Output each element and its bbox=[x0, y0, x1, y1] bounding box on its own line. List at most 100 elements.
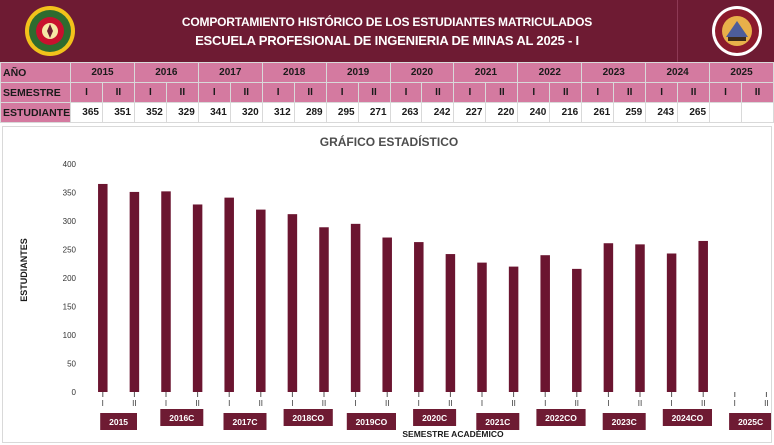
year-cell: 2021 bbox=[453, 62, 519, 83]
semester-cell: II bbox=[549, 82, 583, 103]
year-group-tag bbox=[223, 413, 267, 430]
x-tick-label: I bbox=[165, 399, 167, 408]
year-group-tag bbox=[662, 409, 712, 426]
year-cell: 2015 bbox=[70, 62, 135, 83]
x-axis-label: SEMESTRE ACADÉMICO bbox=[402, 429, 504, 439]
year-cell: 2023 bbox=[581, 62, 647, 83]
year-group-label: 2022CO bbox=[545, 413, 577, 423]
bar bbox=[666, 253, 677, 392]
year-group-label: 2021C bbox=[485, 417, 510, 427]
year-cell: 2020 bbox=[389, 62, 455, 83]
semester-cell: I bbox=[453, 82, 487, 103]
students-cell: 243 bbox=[645, 102, 679, 123]
semester-cell: II bbox=[101, 82, 135, 103]
x-tick-label: II bbox=[575, 399, 579, 408]
students-cell: 240 bbox=[517, 102, 551, 123]
semester-cell: I bbox=[517, 82, 551, 103]
year-group-label: 2018CO bbox=[292, 413, 324, 423]
semester-cell: I bbox=[261, 82, 295, 103]
year-cell: 2016 bbox=[133, 62, 199, 83]
x-tick-label: II bbox=[448, 399, 452, 408]
x-tick-label: II bbox=[511, 399, 515, 408]
students-cell: 295 bbox=[325, 102, 359, 123]
semester-cell: I bbox=[197, 82, 231, 103]
semester-cell: II bbox=[421, 82, 455, 103]
x-tick-label: I bbox=[228, 399, 230, 408]
semester-cell: II bbox=[293, 82, 327, 103]
bar bbox=[635, 244, 645, 392]
header-title-line-2: ESCUELA PROFESIONAL DE INGENIERIA DE MIN… bbox=[195, 33, 579, 48]
y-tick-label: 50 bbox=[67, 360, 76, 369]
semester-cell: II bbox=[613, 82, 647, 103]
students-cell: 263 bbox=[389, 102, 423, 123]
year-group-label: 2025C bbox=[738, 417, 763, 427]
semester-cell: II bbox=[357, 82, 391, 103]
bar bbox=[414, 242, 424, 392]
year-cell: 2025 bbox=[709, 62, 774, 83]
y-tick-label: 350 bbox=[63, 189, 77, 198]
year-group-tag bbox=[413, 409, 457, 426]
semester-cell: II bbox=[229, 82, 263, 103]
enrollment-table: AÑO 2015 2016 2017 2018 2019 2020 2021 2… bbox=[0, 62, 774, 123]
semester-cell: II bbox=[165, 82, 199, 103]
year-cell: 2018 bbox=[261, 62, 327, 83]
y-tick-label: 250 bbox=[63, 246, 77, 255]
semester-cell: I bbox=[325, 82, 359, 103]
x-tick-label: I bbox=[102, 399, 104, 408]
students-cell: 365 bbox=[70, 102, 103, 123]
year-group-label: 2020C bbox=[422, 413, 447, 423]
x-tick-label: I bbox=[418, 399, 420, 408]
year-cell: 2022 bbox=[517, 62, 583, 83]
y-tick-label: 100 bbox=[63, 331, 77, 340]
year-group-label: 2015 bbox=[109, 417, 128, 427]
x-tick-label: II bbox=[259, 399, 263, 408]
students-cell: 352 bbox=[133, 102, 167, 123]
students-cell: 242 bbox=[421, 102, 455, 123]
x-tick-label: II bbox=[132, 399, 136, 408]
students-cell: 216 bbox=[549, 102, 583, 123]
bar-chart: GRÁFICO ESTADÍSTICO ESTUDIANTES SEMESTRE… bbox=[19, 134, 771, 439]
year-group-tag bbox=[476, 413, 520, 430]
year-group-tag bbox=[160, 409, 204, 426]
y-tick-label: 0 bbox=[72, 388, 77, 397]
x-tick-label: I bbox=[291, 399, 293, 408]
students-cell: 261 bbox=[581, 102, 615, 123]
y-tick-label: 150 bbox=[63, 303, 77, 312]
students-cell: 329 bbox=[165, 102, 199, 123]
x-tick-label: I bbox=[354, 399, 356, 408]
y-tick-label: 300 bbox=[63, 217, 77, 226]
university-seal-icon bbox=[25, 6, 75, 56]
header-banner: COMPORTAMIENTO HISTÓRICO DE LOS ESTUDIAN… bbox=[0, 0, 774, 62]
year-group-label: 2024CO bbox=[672, 413, 704, 423]
year-group-label: 2017C bbox=[232, 417, 257, 427]
students-cell: 341 bbox=[197, 102, 231, 123]
bar bbox=[192, 204, 203, 392]
students-cell: 312 bbox=[261, 102, 295, 123]
year-group-tag bbox=[536, 409, 586, 426]
x-tick-label: II bbox=[638, 399, 642, 408]
bar bbox=[603, 243, 614, 392]
students-cell: 271 bbox=[357, 102, 391, 123]
students-cell: 259 bbox=[613, 102, 647, 123]
bar bbox=[224, 197, 234, 392]
bar bbox=[350, 223, 361, 392]
students-cell: 351 bbox=[101, 102, 135, 123]
bar bbox=[319, 227, 329, 392]
semester-cell: I bbox=[70, 82, 103, 103]
students-cell bbox=[741, 102, 774, 123]
students-cell: 289 bbox=[293, 102, 327, 123]
chart-title: GRÁFICO ESTADÍSTICO bbox=[320, 134, 458, 149]
year-group-label: 2023C bbox=[612, 417, 637, 427]
bar bbox=[698, 240, 708, 392]
bar bbox=[572, 268, 582, 392]
x-tick-label: I bbox=[481, 399, 483, 408]
semester-cell: I bbox=[581, 82, 615, 103]
semester-row: SEMESTRE I II I II I II I II I II I II I… bbox=[0, 82, 774, 103]
year-cell: 2017 bbox=[197, 62, 263, 83]
year-group-tag bbox=[283, 409, 333, 426]
students-cell: 320 bbox=[229, 102, 263, 123]
x-tick-label: II bbox=[195, 399, 199, 408]
year-group-tag bbox=[100, 413, 137, 430]
bar bbox=[256, 209, 266, 392]
bar bbox=[540, 255, 550, 392]
